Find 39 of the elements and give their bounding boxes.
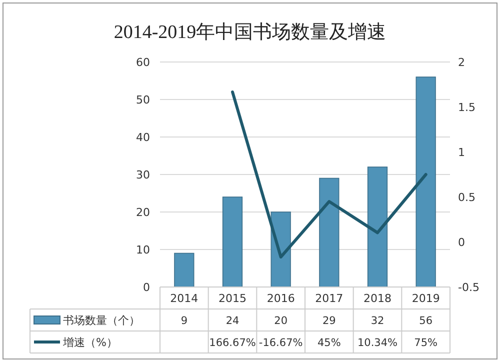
- x-tick-label: 2016: [266, 292, 295, 305]
- bar: [367, 166, 388, 288]
- y-tick-label: 10: [136, 244, 150, 256]
- data-label: 45%: [317, 337, 341, 349]
- x-tick-label: 2015: [218, 292, 246, 305]
- data-label: 10.34%: [357, 337, 398, 349]
- x-tick-label: 2017: [315, 292, 344, 305]
- data-label: 166.67%: [209, 337, 256, 349]
- data-label: 29: [322, 315, 336, 327]
- y2-tick-label: 0.5: [458, 191, 476, 204]
- bar: [174, 252, 194, 288]
- data-label: 9: [180, 315, 188, 327]
- y-tick-label: 30: [136, 168, 150, 182]
- x-tick-label: 2014: [170, 292, 198, 305]
- legend-label: 书场数量（个）: [63, 314, 140, 327]
- x-tick-label: 2018: [364, 292, 392, 305]
- y2-tick-label: 0: [458, 236, 465, 249]
- chart-title: 2014-2019年中国书场数量及增速: [114, 22, 386, 43]
- y2-tick-label: 1: [458, 146, 465, 159]
- legend-label: 增速（%）: [62, 336, 118, 349]
- data-label: 24: [226, 315, 240, 327]
- data-label: -16.67%: [258, 337, 303, 349]
- line-series: [231, 90, 428, 259]
- data-label: 56: [419, 315, 433, 327]
- y2-tick-label: -0.5: [458, 281, 480, 294]
- bar: [319, 178, 340, 288]
- bar: [416, 76, 436, 288]
- y-tick-label: 50: [136, 94, 150, 106]
- bar: [222, 196, 243, 288]
- data-label: 75%: [414, 337, 438, 349]
- y-tick-label: 60: [136, 56, 150, 69]
- x-tick-label: 2019: [412, 292, 440, 305]
- data-label: 32: [370, 315, 384, 327]
- y-tick-label: 40: [136, 131, 150, 144]
- y-tick-label: 0: [143, 281, 150, 294]
- data-label: 20: [274, 315, 288, 327]
- y-tick-label: 20: [136, 206, 150, 219]
- y2-tick-label: 2: [458, 56, 465, 69]
- y2-tick-label: 1.5: [458, 101, 476, 114]
